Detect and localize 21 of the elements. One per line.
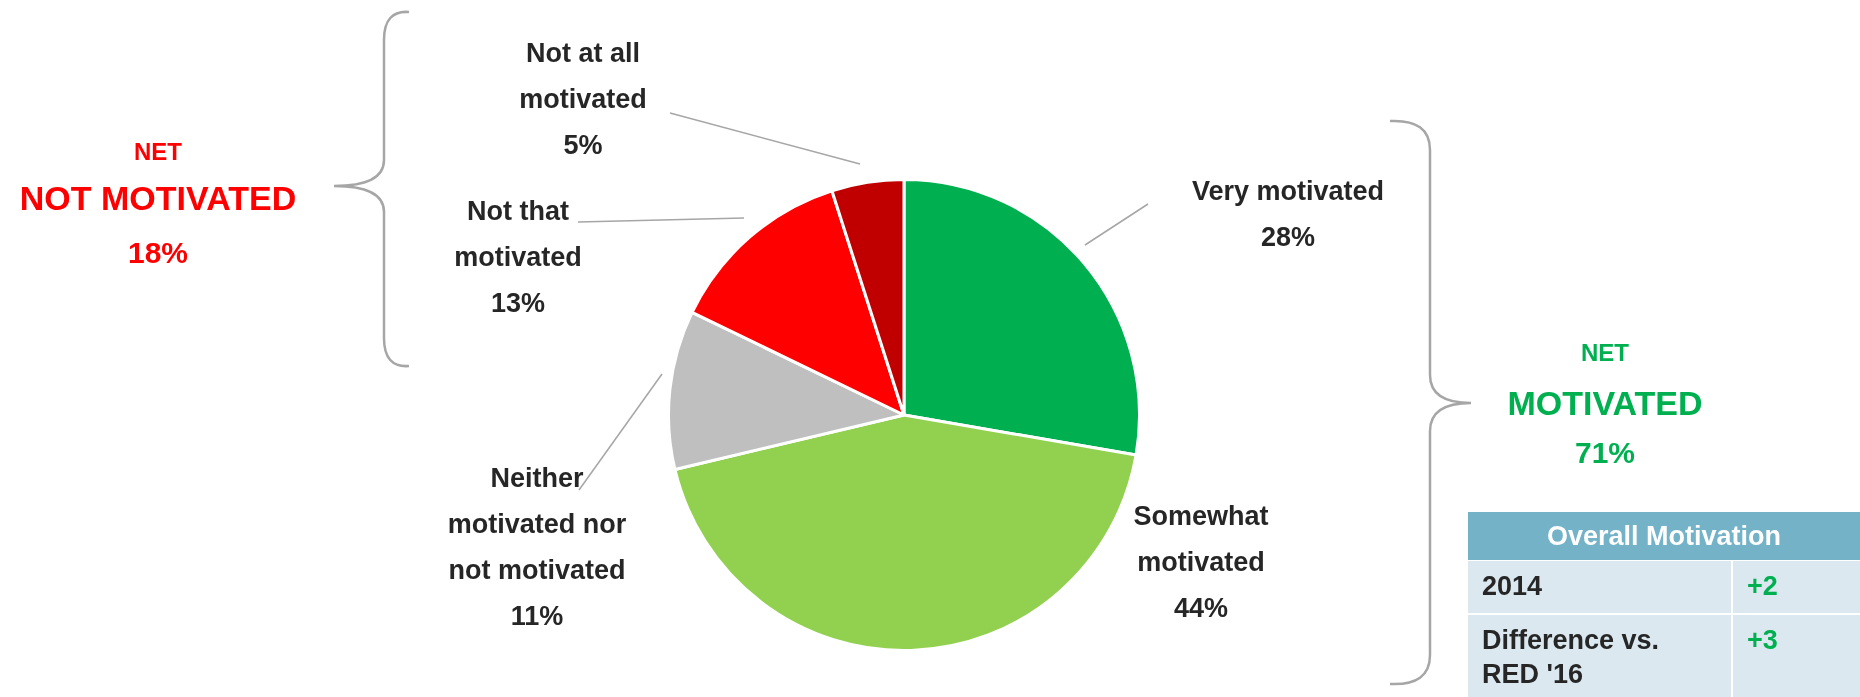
text: MOTIVATED xyxy=(1507,383,1703,423)
text: NOT MOTIVATED xyxy=(19,178,297,218)
slice-label: Neither motivated nor not motivated xyxy=(447,463,627,586)
slice-label: Very motivated xyxy=(1191,176,1385,207)
data-label: 13% xyxy=(490,288,546,319)
data-label: 44% xyxy=(1173,593,1229,624)
text: 71% xyxy=(1574,436,1636,470)
text: +2 xyxy=(1733,561,1860,613)
slice-label: Not that motivated xyxy=(454,196,582,273)
text: Overall Motivation xyxy=(1468,512,1860,560)
text: 18% xyxy=(127,236,189,270)
data-label: 5% xyxy=(563,130,603,161)
data-label: 28% xyxy=(1260,222,1316,253)
slice-label: Somewhat motivated xyxy=(1133,501,1269,578)
data-label: 11% xyxy=(510,601,564,632)
text: NET xyxy=(1581,339,1629,367)
text: NET xyxy=(134,138,182,166)
text: Difference vs. RED '16 xyxy=(1468,615,1731,697)
slice-label: Not at all motivated xyxy=(519,38,647,115)
text: +3 xyxy=(1733,615,1860,697)
text: 2014 xyxy=(1468,561,1731,613)
